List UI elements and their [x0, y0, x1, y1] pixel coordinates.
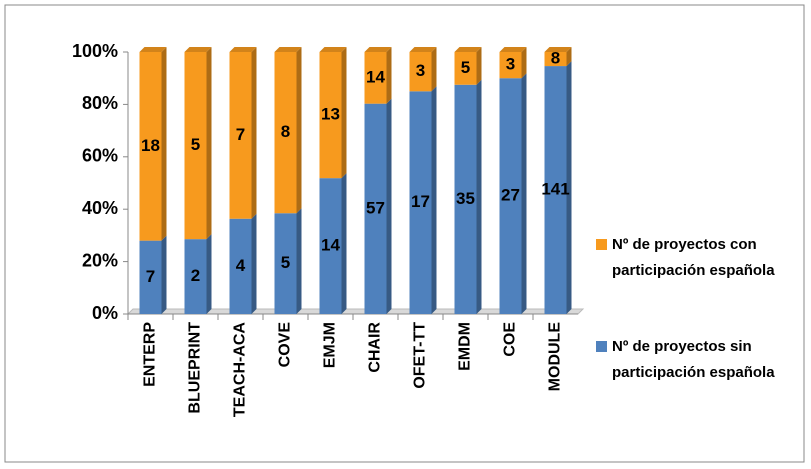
bar-side — [476, 47, 482, 85]
bar-side — [251, 47, 257, 219]
bar-top — [454, 47, 482, 52]
bar-top — [274, 47, 302, 52]
bar-side — [206, 47, 212, 240]
bar — [229, 218, 252, 314]
data-label: 57 — [366, 198, 385, 217]
y-tick-label: 100% — [72, 41, 118, 61]
bar — [274, 52, 297, 214]
bar — [184, 52, 207, 240]
bar-side — [161, 47, 167, 241]
bar — [139, 52, 162, 241]
x-tick-label: COE — [502, 322, 519, 357]
bar — [319, 52, 342, 179]
data-label: 141 — [541, 180, 569, 199]
data-label: 5 — [191, 135, 200, 154]
y-tick-label: 40% — [82, 198, 118, 218]
x-tick-label: EMJM — [322, 322, 339, 368]
legend-swatch — [596, 239, 607, 250]
bar-side — [431, 47, 437, 92]
chart-border — [4, 4, 805, 463]
x-tick-label: TEACH-ACA — [232, 322, 249, 418]
y-tick-label: 0% — [92, 303, 118, 323]
bar — [139, 240, 162, 314]
data-label: 3 — [416, 61, 425, 80]
x-tick-label: EMDM — [457, 322, 474, 371]
bar — [364, 52, 387, 104]
bar-side — [566, 47, 572, 67]
bar-top — [319, 47, 347, 52]
data-label: 8 — [551, 49, 560, 68]
data-label: 5 — [461, 58, 470, 77]
bar-side — [521, 73, 527, 314]
bar-side — [341, 173, 347, 314]
data-label: 7 — [146, 267, 155, 286]
data-label: 14 — [321, 236, 340, 255]
bar-side — [476, 79, 482, 314]
bar-side — [386, 98, 392, 314]
bar — [544, 66, 567, 315]
x-tick-label: COVE — [277, 322, 294, 368]
bar-side — [431, 86, 437, 314]
bar — [364, 103, 387, 314]
data-label: 35 — [456, 189, 475, 208]
x-tick-label: OFET-TT — [412, 322, 429, 389]
legend-label: Nº de proyectos sin participación españo… — [612, 338, 775, 381]
bar — [229, 52, 252, 219]
bar — [499, 78, 522, 314]
data-label: 2 — [191, 266, 200, 285]
bar-top — [409, 47, 437, 52]
x-tick-label: MODULE — [547, 322, 564, 392]
data-label: 17 — [411, 192, 430, 211]
data-label: 14 — [366, 67, 385, 86]
data-label: 13 — [321, 105, 340, 124]
y-tick-label: 80% — [82, 93, 118, 113]
data-label: 8 — [281, 122, 290, 141]
x-tick-label: CHAIR — [367, 322, 384, 373]
bar-top — [544, 47, 572, 52]
data-label: 7 — [236, 125, 245, 144]
bar-side — [251, 213, 257, 314]
bar-side — [566, 61, 572, 315]
bar — [544, 52, 567, 67]
bar — [274, 213, 297, 314]
bar-side — [521, 47, 527, 79]
data-label: 27 — [501, 186, 520, 205]
data-label: 18 — [141, 136, 160, 155]
y-tick-label: 20% — [82, 250, 118, 270]
bar-side — [341, 47, 347, 179]
bar-top — [229, 47, 257, 52]
legend-entry: Nº de proyectos con participación españo… — [596, 232, 796, 284]
legend-swatch — [596, 341, 607, 352]
bar-side — [161, 235, 167, 314]
bar — [409, 52, 432, 92]
bar — [499, 52, 522, 79]
x-tick-label: ENTERP — [142, 322, 159, 387]
bar-top — [364, 47, 392, 52]
bar — [454, 84, 477, 314]
bar — [454, 52, 477, 85]
bar-side — [206, 234, 212, 314]
y-tick-label: 60% — [82, 146, 118, 166]
bar — [409, 91, 432, 314]
bar-side — [386, 47, 392, 104]
bar — [319, 178, 342, 314]
data-label: 5 — [281, 253, 290, 272]
bar — [184, 239, 207, 314]
data-label: 3 — [506, 55, 515, 74]
legend-label: Nº de proyectos con participación españo… — [612, 236, 775, 279]
data-label: 4 — [236, 256, 246, 275]
bar-top — [139, 47, 167, 52]
bar-side — [296, 47, 302, 214]
bar-top — [499, 47, 527, 52]
x-tick-label: BLUEPRINT — [187, 322, 204, 414]
bar-side — [296, 208, 302, 314]
legend-entry: Nº de proyectos sin participación españo… — [596, 334, 796, 386]
bar-top — [184, 47, 212, 52]
